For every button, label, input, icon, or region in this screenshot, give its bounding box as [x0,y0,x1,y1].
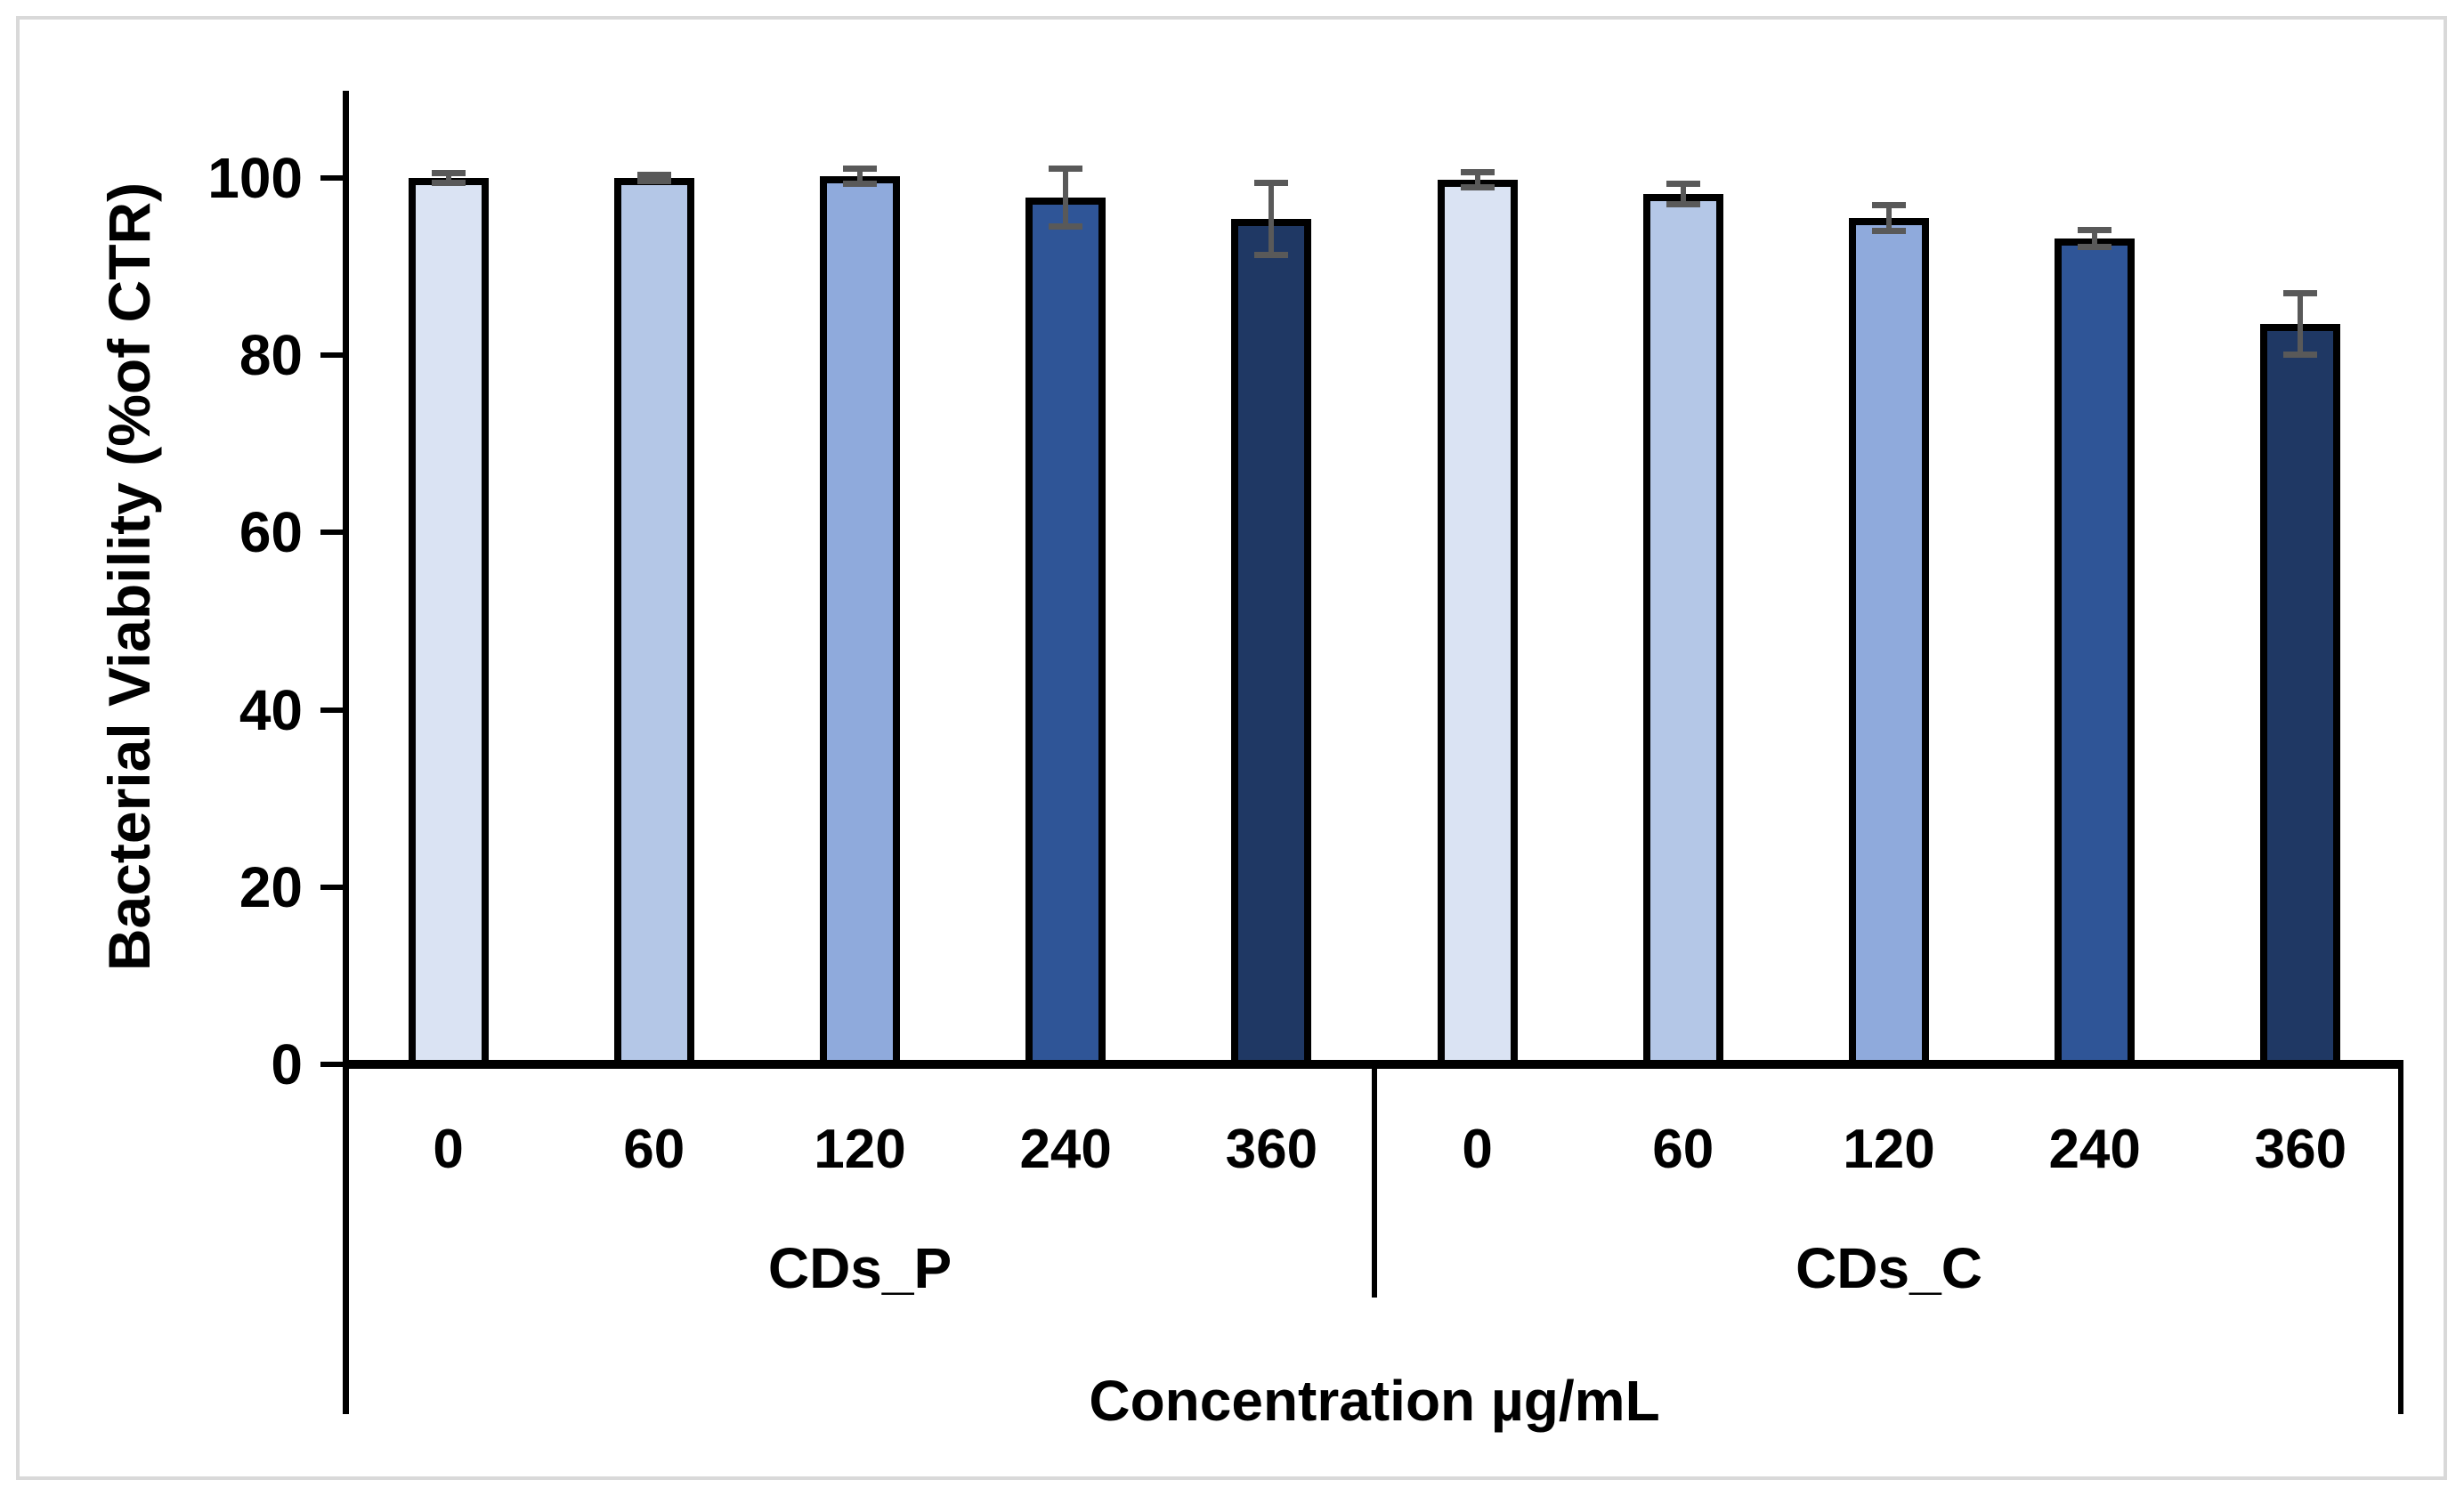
y-tick-label: 60 [239,500,303,565]
y-tick [320,352,345,359]
y-axis-line [343,91,349,1414]
plot-right-border [2398,1064,2403,1414]
figure-frame [16,16,2447,1480]
group-label-cds-p: CDs_P [767,1236,952,1300]
error-bar-cds-c-240 [2092,228,2098,248]
bar-cds-p-360 [1231,218,1312,1068]
category-label-cds-p-240: 240 [1019,1119,1112,1180]
category-label-cds-p-0: 0 [433,1119,464,1180]
bar-cds-c-120 [1849,217,1929,1068]
y-tick-label: 0 [271,1032,303,1096]
error-bar-cds-p-0 [445,172,451,184]
error-bar-cap [1872,227,1906,234]
bar-cds-p-240 [1025,197,1106,1068]
category-label-cds-p-60: 60 [623,1119,685,1180]
error-bar-cds-c-60 [1680,182,1686,206]
error-bar-cap [636,172,671,179]
category-label-cds-c-0: 0 [1462,1119,1493,1180]
error-bar-cap [431,179,466,186]
error-bar-cap [843,166,877,173]
bar-cds-c-360 [2260,324,2341,1068]
bar-cds-p-60 [613,178,694,1068]
error-bar-cap [1460,169,1495,176]
y-tick [320,530,345,536]
error-bar-cap [1666,180,1700,187]
error-bar-cds-p-120 [857,167,863,185]
category-label-cds-p-120: 120 [814,1119,906,1180]
x-axis-baseline [343,1060,2403,1069]
error-bar-cap [1872,201,1906,208]
error-bar-cap [843,180,877,187]
y-tick [320,884,345,890]
bar-cds-c-240 [2055,238,2136,1068]
error-bar-cap [1049,166,1083,173]
error-bar-cds-c-0 [1474,171,1480,189]
error-bar-cds-p-360 [1268,181,1275,256]
error-bar-cds-c-360 [2298,292,2304,357]
y-axis-title: Bacterial Viability (%of CTR) [96,182,162,972]
error-bar-cap [2078,243,2112,250]
category-label-cds-c-120: 120 [1843,1119,1935,1180]
error-bar-cap [2283,290,2318,297]
category-label-cds-c-360: 360 [2254,1119,2347,1180]
error-bar-cap [1049,222,1083,230]
y-tick [320,707,345,713]
y-tick [320,175,345,181]
bar-cds-p-120 [820,176,900,1068]
error-bar-cap [1254,251,1289,258]
error-bar-cap [431,170,466,177]
error-bar-cap [2283,352,2318,359]
category-label-cds-c-60: 60 [1652,1119,1714,1180]
error-bar-cap [1666,200,1700,207]
error-bar-cap [1460,183,1495,190]
bar-cds-c-60 [1642,193,1723,1068]
bar-cds-p-0 [408,178,489,1068]
error-bar-cds-p-240 [1063,167,1069,228]
group-divider [1372,1064,1377,1298]
error-bar-cds-c-120 [1886,203,1892,232]
category-label-cds-p-360: 360 [1225,1119,1318,1180]
error-bar-cap [2078,226,2112,233]
y-tick-label: 80 [239,323,303,388]
y-tick-label: 20 [239,854,303,919]
category-label-cds-c-240: 240 [2048,1119,2141,1180]
x-axis-title: Concentration µg/mL [1089,1369,1660,1433]
error-bar-cap [1254,179,1289,186]
group-label-cds-c: CDs_C [1795,1236,1982,1300]
bar-cds-c-0 [1437,179,1518,1068]
y-tick-label: 40 [239,677,303,742]
error-bar-cap [636,177,671,184]
y-tick-label: 100 [207,146,303,210]
y-tick [320,1062,345,1067]
